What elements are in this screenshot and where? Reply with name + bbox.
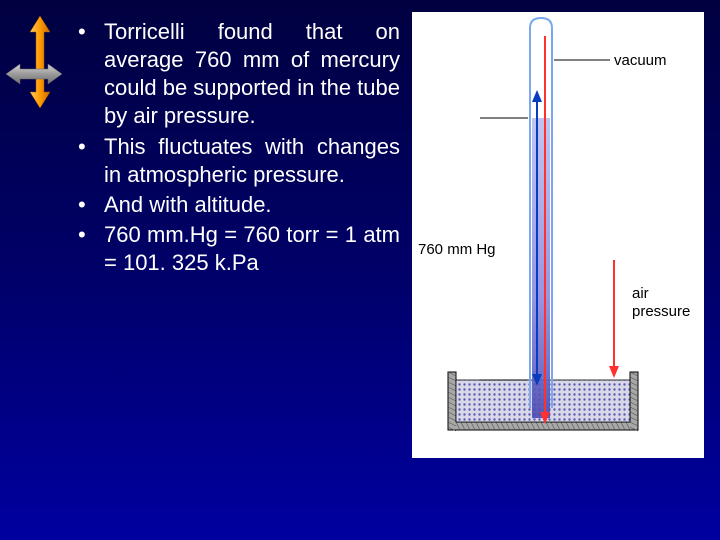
svg-text:pressure: pressure <box>632 303 690 320</box>
svg-text:760 mm Hg: 760 mm Hg <box>418 241 496 258</box>
bullet-item: And with altitude. <box>78 191 400 219</box>
barometer-diagram: vacuum 760 mm Hg airpressure <box>412 12 704 458</box>
bullet-item: This fluctuates with changes in atmosphe… <box>78 133 400 189</box>
svg-text:vacuum: vacuum <box>614 52 667 69</box>
svg-text:air: air <box>632 285 649 302</box>
bullet-item: Torricelli found that on average 760 mm … <box>78 18 400 131</box>
nav-arrow-horizontal-icon <box>6 62 62 91</box>
bullet-item: 760 mm.Hg = 760 torr = 1 atm = 101. 325 … <box>78 221 400 277</box>
bullet-list: Torricelli found that on average 760 mm … <box>78 18 400 279</box>
